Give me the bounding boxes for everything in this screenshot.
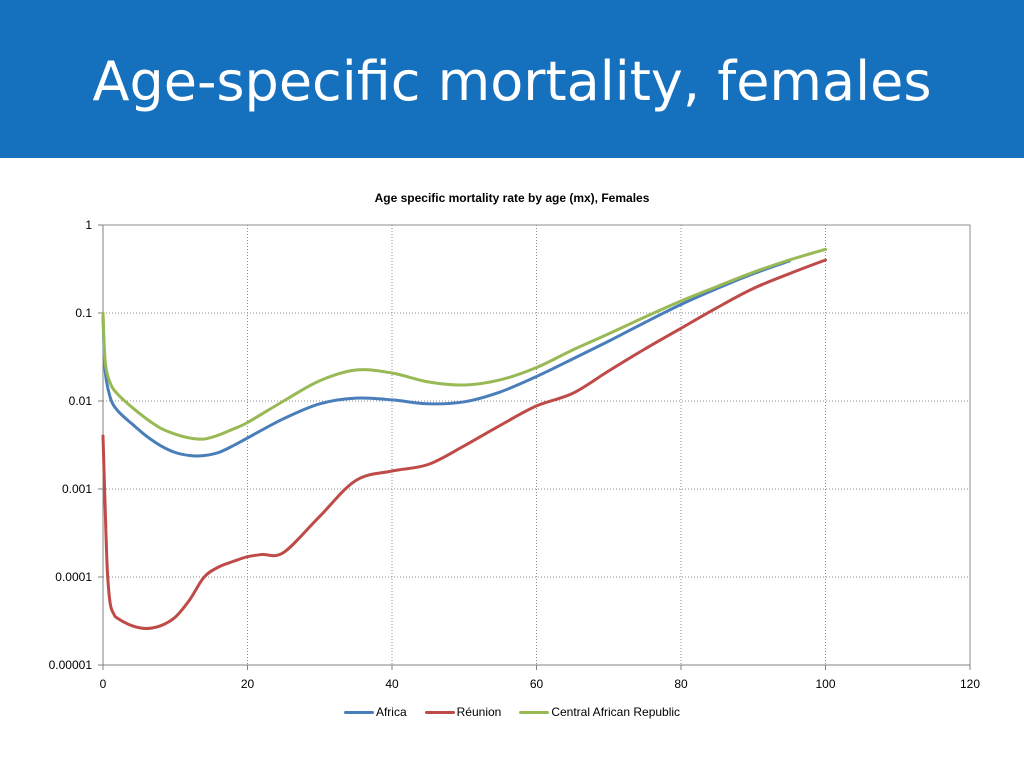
legend-item: Central African Republic: [519, 705, 680, 719]
x-tick-label: 120: [960, 677, 980, 691]
chart-legend: Africa Réunion Central African Republic: [0, 705, 1024, 719]
series-line-r-union: [101, 258, 827, 630]
y-tick-label: 0.1: [75, 306, 92, 320]
y-tick-label: 1: [85, 218, 92, 232]
legend-label: Central African Republic: [551, 705, 681, 719]
legend-item: Africa: [343, 705, 407, 719]
legend-item: Réunion: [424, 705, 502, 719]
title-band: [0, 0, 1024, 158]
legend-label: Réunion: [456, 705, 502, 719]
y-tick-label: 0.00001: [49, 658, 93, 672]
y-tick-label: 0.0001: [55, 570, 92, 584]
x-tick-label: 40: [385, 677, 399, 691]
legend-swatch: [343, 710, 374, 714]
x-tick-label: 60: [530, 677, 544, 691]
x-tick-label: 80: [674, 677, 688, 691]
legend-swatch: [519, 710, 550, 714]
y-tick-label: 0.01: [69, 394, 93, 408]
chart-title: Age specific mortality rate by age (mx),…: [374, 191, 650, 205]
x-tick-label: 100: [815, 677, 835, 691]
x-tick-label: 20: [241, 677, 255, 691]
legend-label: Africa: [375, 705, 407, 719]
y-tick-label: 0.001: [62, 482, 92, 496]
x-tick-label: 0: [100, 677, 107, 691]
slide-title: Age-specific mortality, females: [92, 50, 932, 113]
series-line-africa: [101, 259, 791, 458]
legend-swatch: [424, 710, 455, 714]
series-line-central-african-republic: [101, 247, 827, 441]
